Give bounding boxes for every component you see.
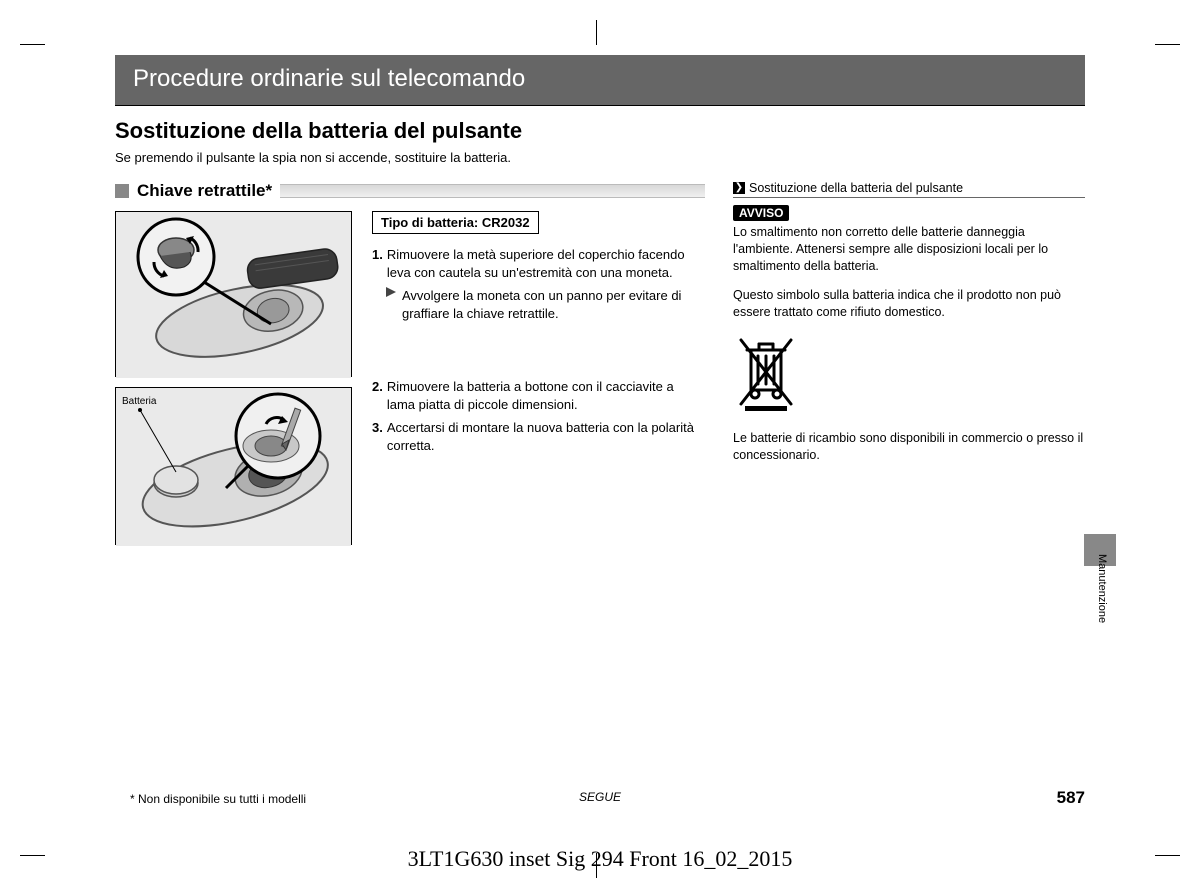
step-num: 2. <box>372 378 383 413</box>
step-text: Accertarsi di montare la nuova batteria … <box>387 419 705 454</box>
footnote: * Non disponibile su tutti i modelli <box>130 792 306 806</box>
notice-badge: AVVISO <box>733 205 789 221</box>
step-1-sub: Avvolgere la moneta con un panno per evi… <box>386 287 705 322</box>
battery-callout-label: Batteria <box>122 396 156 407</box>
page-number: 587 <box>1057 788 1085 808</box>
battery-type-box: Tipo di batteria: CR2032 <box>372 211 539 234</box>
sidebar-ref-text: Sostituzione della batteria del pulsante <box>749 181 963 195</box>
key-fob-battery-icon <box>116 388 351 546</box>
instructions-column: Tipo di batteria: CR2032 1. Rimuovere la… <box>372 211 705 545</box>
step-3: 3. Accertarsi di montare la nuova batter… <box>372 419 705 454</box>
weee-bin-icon <box>733 332 1085 412</box>
spacer <box>372 332 705 378</box>
left-column: Chiave retrattile* <box>115 181 705 545</box>
sidebar-p3: Le batterie di ricambio sono disponibili… <box>733 430 1085 464</box>
crop-mark <box>596 20 597 45</box>
crop-mark <box>20 44 45 45</box>
sub-heading-row: Chiave retrattile* <box>115 181 705 201</box>
content-columns: Chiave retrattile* <box>115 181 1085 545</box>
diagram-step1 <box>115 211 352 377</box>
arrow-icon <box>386 287 396 322</box>
step-num: 3. <box>372 419 383 454</box>
print-signature: 3LT1G630 inset Sig 294 Front 16_02_2015 <box>408 846 793 872</box>
step-text: Rimuovere la batteria a bottone con il c… <box>387 378 705 413</box>
content-row: Batteria Tipo di batteria: CR2032 1. Rim… <box>115 211 705 545</box>
key-fob-coin-icon <box>116 212 351 378</box>
crop-mark <box>1155 44 1180 45</box>
step-num: 1. <box>372 246 383 281</box>
section-title: Sostituzione della batteria del pulsante <box>115 118 1085 144</box>
sidebar-p2: Questo simbolo sulla batteria indica che… <box>733 287 1085 321</box>
crop-mark <box>1155 855 1180 856</box>
sub-heading-text: Chiave retrattile <box>137 181 266 200</box>
crop-mark <box>20 855 45 856</box>
diagram-step2: Batteria <box>115 387 352 545</box>
intro-text: Se premendo il pulsante la spia non si a… <box>115 150 1085 165</box>
sidebar-p1: Lo smaltimento non corretto delle batter… <box>733 224 1085 275</box>
step-2: 2. Rimuovere la batteria a bottone con i… <box>372 378 705 413</box>
chapter-label: Manutenzione <box>1096 554 1108 623</box>
header-rule <box>115 105 1085 106</box>
asterisk: * <box>266 181 273 200</box>
sidebar-reference: ❯ Sostituzione della batteria del pulsan… <box>733 181 1085 198</box>
substep-text: Avvolgere la moneta con un panno per evi… <box>402 287 705 322</box>
continue-label: SEGUE <box>579 790 621 804</box>
sub-heading-gradient <box>280 184 705 198</box>
page-header: Procedure ordinarie sul telecomando <box>115 55 1085 105</box>
sub-heading: Chiave retrattile* <box>137 181 272 201</box>
images-column: Batteria <box>115 211 352 545</box>
bullet-square-icon <box>115 184 129 198</box>
step-1: 1. Rimuovere la metà superiore del coper… <box>372 246 705 281</box>
manual-page: Procedure ordinarie sul telecomando Sost… <box>0 0 1200 896</box>
step-text: Rimuovere la metà superiore del coperchi… <box>387 246 705 281</box>
sidebar-column: ❯ Sostituzione della batteria del pulsan… <box>733 181 1085 545</box>
reference-icon: ❯ <box>733 182 745 194</box>
